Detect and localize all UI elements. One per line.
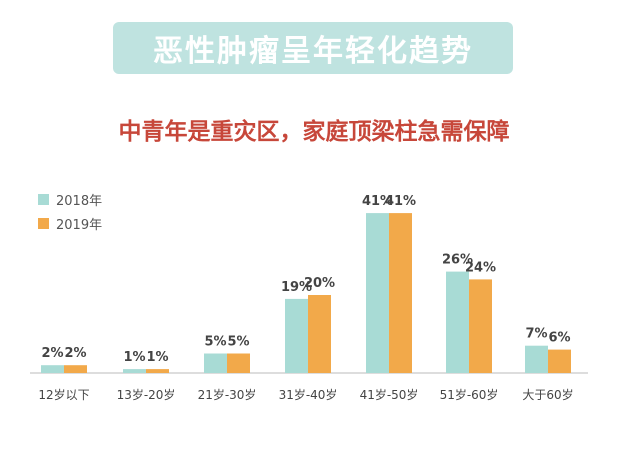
data-label-2018-6: 7%	[525, 327, 547, 342]
legend: 2018年 2019年	[38, 190, 102, 238]
bar-2019-2	[227, 353, 250, 373]
legend-swatch-2018	[38, 193, 49, 205]
x-tick-label-6: 大于60岁	[522, 387, 573, 402]
data-label-2018-2: 5%	[204, 335, 226, 350]
x-tick-label-4: 41岁-50岁	[360, 387, 419, 402]
data-label-2018-1: 1%	[123, 350, 145, 365]
data-label-2019-2: 5%	[227, 335, 249, 350]
bar-2018-0	[41, 365, 64, 373]
data-label-2018-5: 26%	[442, 253, 473, 268]
bar-2019-6	[548, 349, 571, 373]
data-label-2019-6: 6%	[548, 331, 570, 346]
chart-subtitle: 中青年是重灾区，家庭顶梁柱急需保障	[118, 119, 510, 145]
bar-2019-1	[146, 369, 169, 373]
x-tick-label-1: 13岁-20岁	[117, 387, 176, 402]
legend-label-2019: 2019年	[56, 217, 103, 233]
bar-2018-3	[285, 298, 308, 373]
data-label-2018-4: 41%	[362, 194, 393, 209]
bar-2019-3	[308, 295, 331, 373]
bar-2019-5	[469, 279, 492, 373]
bar-2018-6	[525, 345, 548, 373]
data-label-2019-4: 41%	[385, 194, 416, 209]
bar-2019-4	[389, 213, 412, 373]
legend-label-2018: 2018年	[56, 193, 103, 209]
data-label-2019-3: 20%	[304, 276, 335, 291]
chart-title-banner: 恶性肿瘤呈年轻化趋势	[113, 22, 513, 74]
data-label-2018-3: 19%	[281, 280, 312, 295]
bar-2018-4	[366, 213, 389, 373]
data-label-2019-0: 2%	[64, 346, 86, 361]
chart-title: 恶性肿瘤呈年轻化趋势	[153, 34, 473, 69]
legend-swatch-2019	[38, 217, 49, 229]
x-tick-label-2: 21岁-30岁	[198, 387, 257, 402]
legend-item-2019: 2019年	[38, 214, 103, 233]
x-tick-label-0: 12岁以下	[38, 387, 89, 402]
data-label-2018-0: 2%	[41, 346, 63, 361]
bar-2018-2	[204, 353, 227, 373]
x-tick-label-5: 51岁-60岁	[440, 387, 499, 402]
bar-2019-0	[64, 365, 87, 373]
bar-2018-1	[123, 369, 146, 373]
bar-2018-5	[446, 271, 469, 373]
data-label-2019-5: 24%	[465, 260, 496, 275]
legend-item-2018: 2018年	[38, 190, 103, 209]
data-label-2019-1: 1%	[146, 350, 168, 365]
x-tick-label-3: 31岁-40岁	[279, 387, 338, 402]
